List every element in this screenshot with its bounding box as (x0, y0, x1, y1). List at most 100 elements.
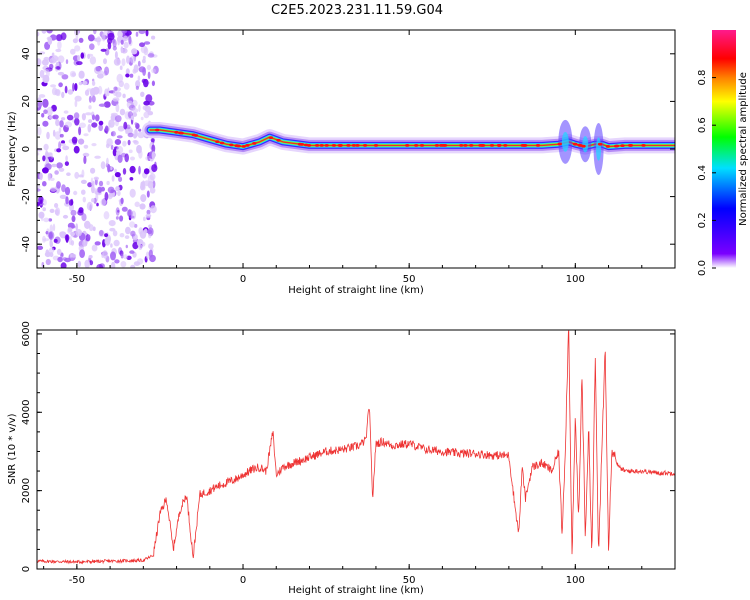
noise-speck (91, 143, 97, 147)
noise-speck (78, 207, 84, 214)
noise-speck (120, 197, 124, 204)
noise-speck (110, 144, 114, 150)
noise-speck (89, 260, 94, 266)
noise-speck (97, 186, 103, 194)
noise-speck (137, 60, 141, 67)
track-peak (463, 144, 468, 147)
noise-speck (138, 128, 142, 132)
noise-speck (130, 115, 135, 121)
noise-speck (78, 138, 85, 145)
noise-speck (37, 126, 42, 136)
noise-speck (46, 30, 53, 34)
noise-speck (84, 89, 90, 96)
noise-speck (122, 35, 129, 42)
track-peak (405, 144, 410, 147)
track-peak (319, 144, 324, 147)
noise-speck (140, 194, 147, 203)
noise-speck (74, 95, 82, 102)
track-peak (419, 144, 425, 147)
noise-speck (105, 236, 111, 243)
noise-speck (138, 165, 141, 175)
noise-speck (147, 229, 153, 235)
noise-speck (49, 224, 53, 233)
noise-speck (138, 30, 146, 35)
noise-speck (135, 80, 141, 88)
y-tick-label: 40 (21, 47, 32, 60)
noise-speck (86, 201, 93, 211)
noise-speck (104, 191, 109, 201)
noise-speck (95, 114, 100, 122)
noise-speck (137, 258, 144, 265)
noise-speck (96, 202, 99, 207)
colorbar-tick-label: 0.4 (697, 165, 708, 181)
track-peak (299, 143, 305, 146)
noise-speck (53, 238, 58, 243)
noise-speck (148, 101, 155, 106)
noise-speck (43, 143, 49, 151)
noise-speck (71, 136, 78, 144)
noise-speck (78, 81, 83, 86)
noise-speck (100, 48, 107, 52)
noise-speck (63, 110, 69, 114)
noise-speck (59, 194, 67, 199)
noise-speck (51, 52, 55, 57)
y-tick-label: 20 (21, 95, 32, 108)
noise-speck (106, 180, 110, 186)
noise-speck (66, 114, 74, 121)
noise-speck (129, 250, 135, 254)
noise-speck (78, 37, 84, 43)
noise-speck (88, 95, 92, 103)
track-disturbance-core (561, 131, 569, 152)
noise-speck (55, 48, 62, 53)
track-peak (362, 144, 368, 147)
noise-speck (65, 155, 68, 162)
y-tick-label: 2000 (21, 478, 32, 503)
noise-speck (83, 133, 89, 137)
noise-speck (121, 206, 128, 212)
track-peak (434, 144, 440, 147)
noise-speck (151, 80, 155, 87)
noise-speck (116, 145, 124, 154)
track-peak (497, 144, 502, 147)
noise-speck (70, 231, 75, 237)
noise-speck (129, 177, 134, 181)
noise-speck (64, 186, 71, 196)
noise-speck (87, 123, 92, 133)
noise-speck (135, 31, 139, 37)
track-peak (268, 136, 274, 140)
noise-speck (148, 249, 153, 258)
track-peak (535, 144, 541, 147)
track-disturbance-core (596, 137, 602, 161)
noise-speck (37, 31, 40, 37)
snr-x-ticks: -50 0 50 100 (43, 330, 676, 586)
noise-speck (37, 97, 42, 103)
noise-speck (126, 209, 133, 218)
track-peak (346, 144, 351, 147)
snr-line (37, 330, 675, 565)
noise-speck (112, 148, 117, 157)
noise-speck (37, 58, 41, 65)
noise-speck (49, 177, 55, 181)
noise-speck (48, 231, 55, 240)
noise-speck (40, 214, 44, 222)
track-peak (351, 144, 357, 147)
track-peak (193, 134, 199, 137)
noise-speck (151, 164, 158, 173)
noise-speck (83, 155, 87, 165)
noise-speck (106, 138, 113, 147)
noise-speck (115, 103, 120, 113)
track-peak (597, 142, 603, 146)
noise-speck (126, 124, 131, 130)
spectrogram-x-ticks: -50 0 50 100 (43, 30, 676, 285)
noise-speck (101, 252, 104, 258)
noise-speck (130, 55, 136, 64)
noise-speck (143, 216, 146, 222)
x-tick-label: 0 (240, 575, 246, 586)
noise-speck (69, 70, 76, 78)
noise-speck (45, 149, 48, 158)
noise-speck (80, 52, 85, 59)
noise-speck (127, 132, 134, 138)
track-peak (641, 144, 646, 147)
noise-speck (110, 243, 113, 248)
noise-speck (142, 105, 148, 111)
